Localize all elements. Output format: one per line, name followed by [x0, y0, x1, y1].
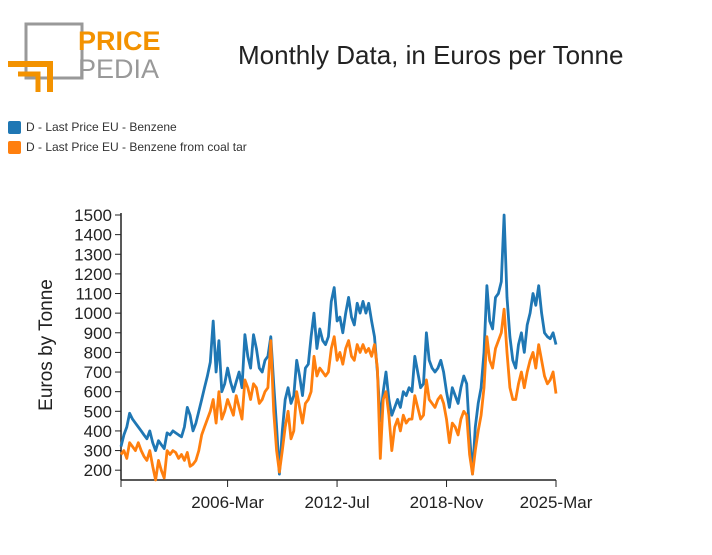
legend-swatch-benzene: [8, 120, 21, 134]
y-tick-label: 800: [84, 343, 112, 362]
y-tick-label: 200: [84, 461, 112, 480]
x-tick-label: 2018-Nov: [410, 493, 484, 512]
y-tick-label: 600: [84, 383, 112, 402]
y-tick-label: 1000: [74, 304, 112, 323]
y-axis: 2003004005006007008009001000110012001300…: [74, 206, 122, 480]
pricepedia-logo: PRICE PEDIA: [8, 22, 161, 92]
y-tick-label: 400: [84, 422, 112, 441]
series-line-benzene[interactable]: [119, 213, 558, 476]
y-axis-label: Euros by Tonne: [36, 279, 57, 411]
logo-orange-bracket-outer: [8, 61, 53, 92]
y-tick-label: 500: [84, 402, 112, 421]
y-tick-label: 1100: [75, 285, 112, 304]
x-tick-label: 2012-Jul: [304, 493, 369, 512]
x-axis: 2006-Mar 2012-Jul 2018-Nov 2025-Mar: [120, 479, 593, 512]
x-tick-label: 2006-Mar: [191, 493, 264, 512]
y-tick-label: 1500: [74, 206, 112, 225]
legend-label-benzene: D - Last Price EU - Benzene: [26, 120, 177, 134]
series-layer: [119, 213, 558, 482]
y-tick-label: 900: [84, 324, 112, 343]
legend-label-coal-tar: D - Last Price EU - Benzene from coal ta…: [26, 140, 247, 154]
y-tick-label: 1400: [74, 226, 112, 245]
chart-title: Monthly Data, in Euros per Tonne: [238, 40, 624, 70]
logo-word-pedia: PEDIA: [78, 54, 159, 84]
x-tick-label: 2025-Mar: [520, 493, 593, 512]
y-tick-label: 300: [84, 442, 112, 461]
y-tick-label: 1200: [74, 265, 112, 284]
logo-gray-frame: [24, 22, 84, 80]
logo-word-price: PRICE: [78, 26, 161, 56]
series-line-coal-tar[interactable]: [119, 307, 558, 482]
y-tick-label: 700: [84, 363, 112, 382]
logo-orange-bracket-inner: [18, 71, 41, 92]
legend-item-benzene[interactable]: D - Last Price EU - Benzene: [8, 120, 177, 134]
legend-swatch-coal-tar: [8, 140, 21, 154]
y-tick-label: 1300: [74, 245, 112, 264]
legend-item-coal-tar[interactable]: D - Last Price EU - Benzene from coal ta…: [8, 140, 247, 154]
